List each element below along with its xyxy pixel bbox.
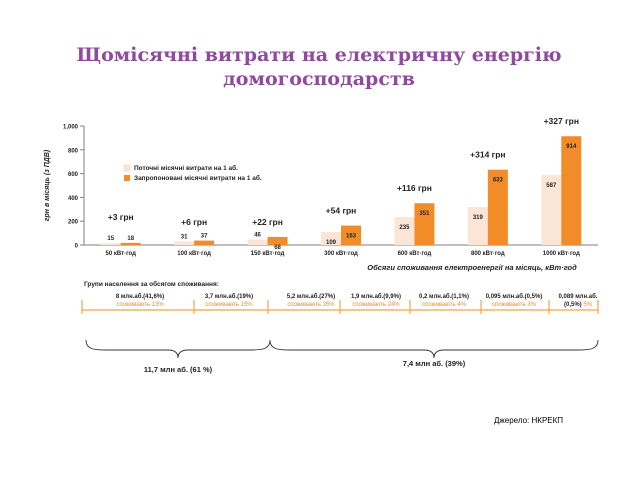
increase-label: +314 грн bbox=[470, 150, 505, 160]
bar-proposed bbox=[120, 242, 141, 245]
y-tick-label: 200 bbox=[68, 220, 79, 226]
legend-label: Запропоновані місячні витрати на 1 аб. bbox=[134, 174, 262, 182]
x-tick-label: 100 кВт·год bbox=[177, 251, 211, 257]
data-label-current: 319 bbox=[473, 215, 484, 221]
group-count: 5,2 млн.аб.(27%) bbox=[287, 293, 335, 300]
data-label-proposed: 37 bbox=[201, 234, 208, 240]
group-count: 0,089 млн.аб. bbox=[559, 293, 598, 300]
data-label-current: 235 bbox=[399, 225, 410, 231]
group-share: споживають 3% bbox=[492, 302, 537, 308]
increase-label: +6 грн bbox=[181, 217, 207, 227]
data-label-proposed: 163 bbox=[346, 234, 357, 240]
y-tick-label: 600 bbox=[68, 172, 79, 178]
group-count: 0,2 млн.аб.(1,1%) bbox=[419, 293, 469, 300]
bar-current bbox=[247, 239, 268, 245]
brace-right bbox=[269, 339, 599, 359]
x-tick-label: 300 кВт·год bbox=[324, 251, 358, 257]
group-share: споживають 4% bbox=[422, 302, 467, 308]
data-label-proposed: 18 bbox=[127, 236, 134, 242]
y-axis-label: грн в місяць (з ПДВ) bbox=[43, 149, 51, 221]
increase-label: +22 грн bbox=[252, 217, 283, 227]
legend-label: Поточні місячні витрати на 1 аб. bbox=[134, 164, 238, 172]
group-share: споживають 24% bbox=[352, 302, 400, 308]
groups-title: Групи населення за обсягом споживання: bbox=[84, 280, 219, 288]
data-label-current: 31 bbox=[181, 234, 188, 240]
y-tick-label: 800 bbox=[68, 148, 79, 154]
slide-title-line2: домогосподарств bbox=[223, 68, 415, 90]
group-count: 3,7 млн.аб.(19%) bbox=[205, 293, 253, 300]
slide-title-line1: Щомісячні витрати на електричну енергію bbox=[76, 44, 562, 66]
legend-swatch bbox=[124, 175, 130, 181]
x-tick-label: 800 кВт·год bbox=[471, 251, 505, 257]
increase-label: +3 грн bbox=[108, 212, 134, 222]
increase-label: +54 грн bbox=[326, 206, 357, 216]
group-count: 0,095 млн.аб.(0,5%) bbox=[486, 293, 543, 300]
group-share: споживають 13% bbox=[116, 302, 164, 308]
data-label-current: 587 bbox=[546, 183, 557, 189]
bar-current bbox=[394, 217, 415, 245]
data-label-proposed: 68 bbox=[274, 245, 281, 251]
data-label-proposed: 914 bbox=[566, 144, 577, 150]
bar-current bbox=[321, 232, 341, 245]
group-share: (0,5%) 5% bbox=[564, 302, 593, 308]
data-label-current: 15 bbox=[107, 236, 114, 242]
bar-current bbox=[467, 207, 488, 245]
legend-swatch bbox=[123, 164, 131, 172]
bar-proposed bbox=[267, 236, 288, 245]
source-note: Джерело: НКРЕКП bbox=[494, 416, 564, 425]
y-tick-label: 400 bbox=[68, 196, 79, 202]
bar-current bbox=[100, 243, 121, 245]
x-tick-label: 1000 кВт·год bbox=[543, 251, 580, 257]
bar-proposed bbox=[487, 169, 508, 245]
brace-right-label: 7,4 млн аб. (39%) bbox=[403, 359, 466, 368]
x-tick-label: 600 кВт·год bbox=[398, 251, 432, 257]
data-label-current: 46 bbox=[254, 233, 261, 239]
bar-proposed bbox=[414, 203, 435, 245]
x-axis-label: Обсяги споживання електроенергії на міся… bbox=[367, 263, 577, 272]
data-label-current: 109 bbox=[326, 240, 337, 246]
data-label-proposed: 351 bbox=[419, 211, 430, 217]
increase-label: +327 грн bbox=[544, 116, 579, 126]
bar-proposed bbox=[341, 225, 361, 245]
group-count: 1,9 млн.аб.(9,9%) bbox=[351, 293, 401, 300]
bar-proposed bbox=[561, 136, 582, 245]
brace-left bbox=[85, 339, 271, 359]
bar-proposed bbox=[194, 240, 215, 245]
group-share: споживають 35% bbox=[287, 302, 335, 308]
bar-current bbox=[174, 241, 195, 245]
increase-label: +116 грн bbox=[397, 183, 432, 193]
data-label-proposed: 633 bbox=[493, 178, 504, 184]
y-tick-label: 1,000 bbox=[63, 125, 79, 131]
brace-left-label: 11,7 млн аб. (61 %) bbox=[144, 365, 213, 374]
y-tick-label: 0 bbox=[75, 244, 79, 250]
x-tick-label: 50 кВт·год bbox=[106, 251, 137, 257]
group-count: 8 млн.аб.(41,6%) bbox=[116, 293, 164, 300]
x-tick-label: 150 кВт·год bbox=[251, 251, 285, 257]
bar-current bbox=[541, 175, 562, 245]
group-share: споживають 15% bbox=[205, 302, 253, 308]
